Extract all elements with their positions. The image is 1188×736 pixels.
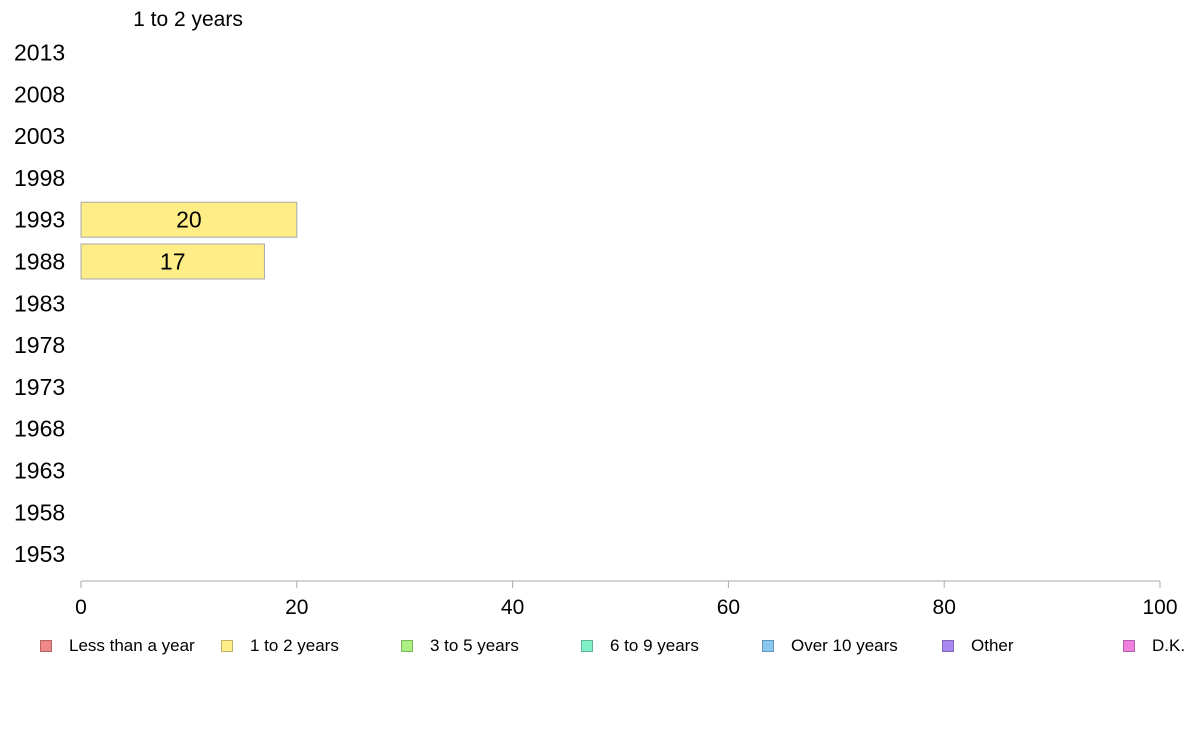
legend-item-dk: D.K. xyxy=(1123,632,1185,660)
legend-label: 1 to 2 years xyxy=(250,636,339,655)
y-tick-label: 1963 xyxy=(14,458,65,484)
chart-title: 1 to 2 years xyxy=(133,8,243,31)
legend-item-6-to-9-years: 6 to 9 years xyxy=(581,632,699,660)
legend-label: Other xyxy=(971,636,1014,655)
legend: Less than a year 1 to 2 years 3 to 5 yea… xyxy=(0,632,1188,660)
legend-label: 6 to 9 years xyxy=(610,636,699,655)
y-tick-label: 1993 xyxy=(14,207,65,233)
y-tick-label: 1953 xyxy=(14,541,65,567)
legend-item-1-to-2-years: 1 to 2 years xyxy=(221,632,339,660)
y-tick-label: 1988 xyxy=(14,249,65,275)
y-tick-label: 2003 xyxy=(14,123,65,149)
legend-item-less-than-a-year: Less than a year xyxy=(40,632,195,660)
data-label: 20 xyxy=(176,207,202,233)
legend-swatch xyxy=(1123,640,1135,652)
x-tick-label: 100 xyxy=(1142,596,1177,619)
bar xyxy=(80,201,298,238)
y-tick-label: 1958 xyxy=(14,499,65,525)
y-tick-label: 1983 xyxy=(14,290,65,316)
legend-item-3-to-5-years: 3 to 5 years xyxy=(401,632,519,660)
y-tick-label: 1978 xyxy=(14,332,65,358)
x-tick-label: 40 xyxy=(501,596,524,619)
legend-swatch xyxy=(40,640,52,652)
y-tick-label: 1973 xyxy=(14,374,65,400)
x-tick-label: 60 xyxy=(717,596,740,619)
legend-swatch xyxy=(221,640,233,652)
legend-swatch xyxy=(942,640,954,652)
legend-swatch xyxy=(581,640,593,652)
legend-swatch xyxy=(401,640,413,652)
x-tick-label: 80 xyxy=(933,596,956,619)
legend-label: Less than a year xyxy=(69,636,195,655)
bar-chart: 1 to 2 years 2013 2008 2003 1998 1993 1988 198… xyxy=(14,8,1178,619)
x-tick-label: 20 xyxy=(285,596,308,619)
legend-label: Over 10 years xyxy=(791,636,898,655)
y-tick-label: 1998 xyxy=(14,165,65,191)
bar xyxy=(80,243,265,280)
legend-label: D.K. xyxy=(1152,636,1186,655)
x-tick-label: 0 xyxy=(75,596,87,619)
data-label: 17 xyxy=(160,249,186,275)
y-tick-label: 2013 xyxy=(14,40,65,66)
legend-swatch xyxy=(762,640,774,652)
y-tick-label: 1968 xyxy=(14,416,65,442)
legend-label: 3 to 5 years xyxy=(430,636,519,655)
legend-item-other: Other xyxy=(942,632,1014,660)
y-tick-label: 2008 xyxy=(14,81,65,107)
legend-item-over-10-years: Over 10 years xyxy=(762,632,898,660)
